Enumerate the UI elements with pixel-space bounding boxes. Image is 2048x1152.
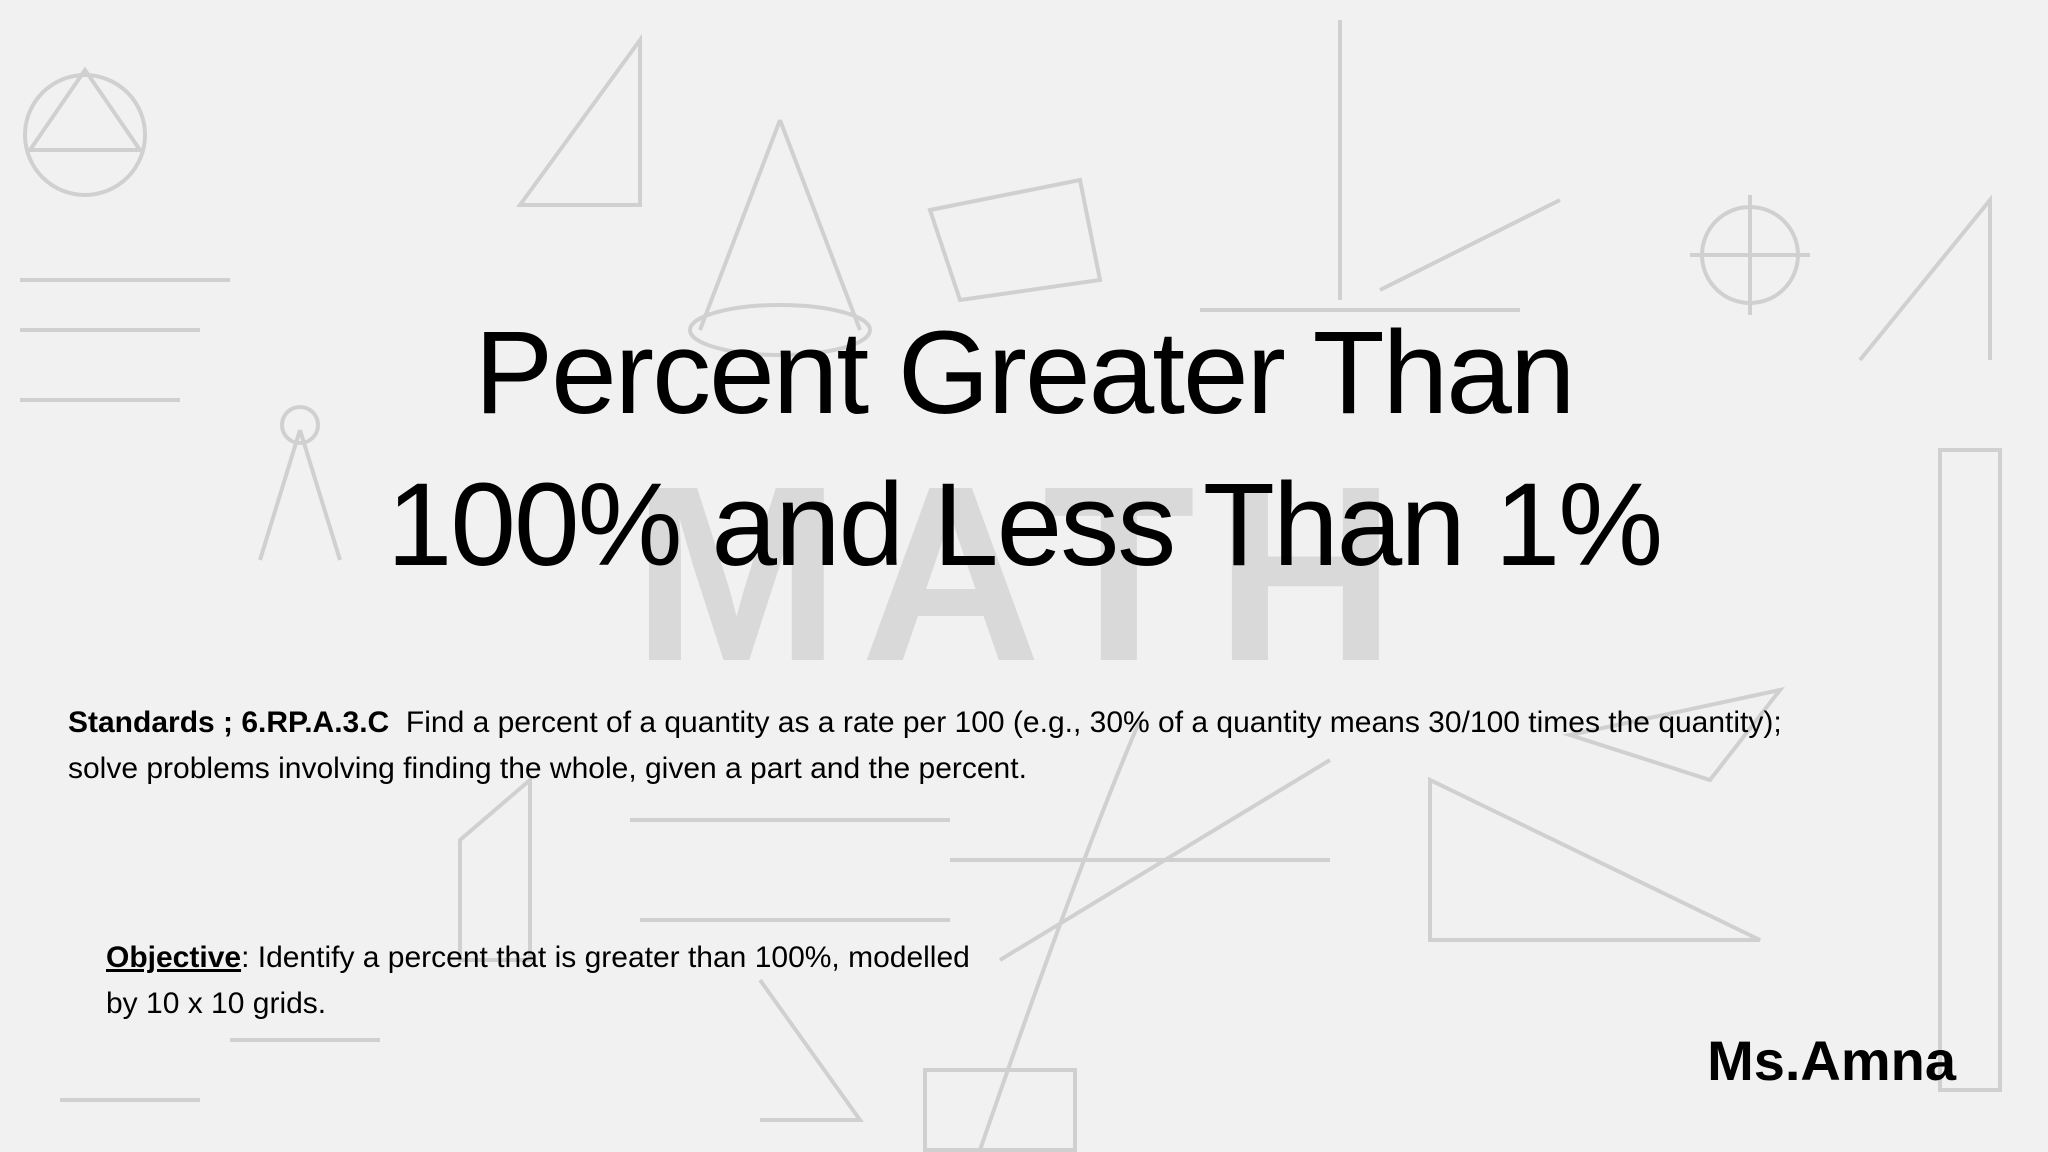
watermark: MATH — [632, 434, 1416, 713]
objective-label: Objective — [106, 941, 242, 974]
objective-text: : Identify a percent that is greater tha… — [106, 941, 970, 1020]
standards: Standards ; 6.RP.A.3.C Find a percent of… — [68, 700, 1788, 792]
author: Ms.Amna — [1707, 1029, 1956, 1092]
title-line: Percent Greater Than — [474, 307, 1575, 439]
standards-label: Standards ; 6.RP.A.3.C — [68, 706, 390, 739]
title-line: 100% and Less Than 1% — [386, 459, 1663, 591]
objective: Objective: Identify a percent that is gr… — [106, 935, 1006, 1027]
standards-text: Find a percent of a quantity as a rate p… — [68, 706, 1782, 785]
